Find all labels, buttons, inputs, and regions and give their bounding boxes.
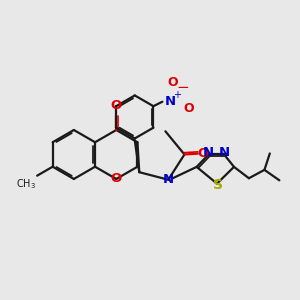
Text: N: N bbox=[203, 146, 214, 159]
Text: N: N bbox=[219, 146, 230, 159]
Text: O: O bbox=[167, 76, 178, 89]
Text: −: − bbox=[177, 80, 189, 95]
Text: N: N bbox=[163, 173, 174, 186]
Text: N: N bbox=[165, 95, 176, 108]
Text: O: O bbox=[183, 102, 194, 115]
Text: O: O bbox=[198, 147, 209, 160]
Text: +: + bbox=[173, 90, 181, 100]
Text: O: O bbox=[111, 172, 122, 185]
Text: S: S bbox=[213, 178, 223, 192]
Text: O: O bbox=[111, 99, 122, 112]
Text: CH$_3$: CH$_3$ bbox=[16, 177, 36, 191]
